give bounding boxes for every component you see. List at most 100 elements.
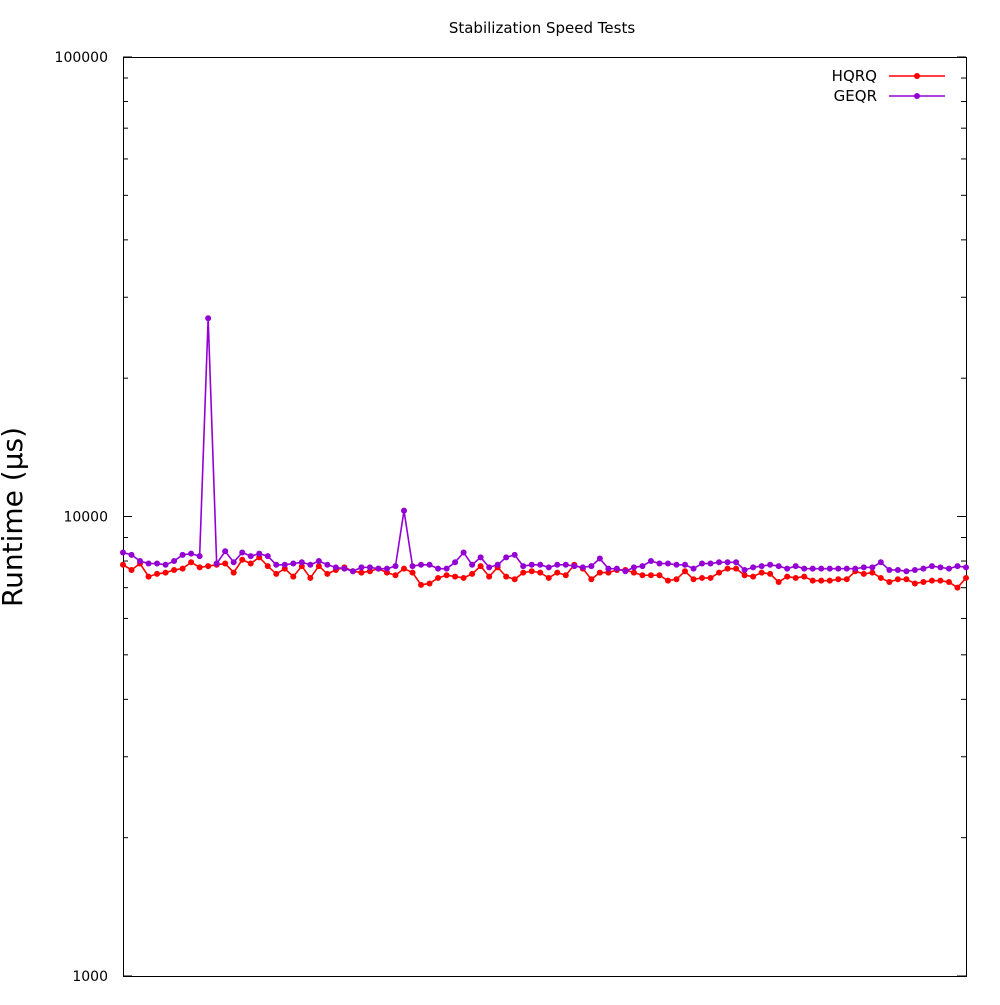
data-point-geqr xyxy=(707,560,714,567)
data-point-hqrq xyxy=(716,569,723,576)
data-point-hqrq xyxy=(264,563,271,570)
data-point-hqrq xyxy=(928,577,935,584)
data-point-geqr xyxy=(324,561,331,568)
data-point-geqr xyxy=(579,564,586,571)
data-point-geqr xyxy=(290,560,297,567)
data-point-geqr xyxy=(920,565,927,572)
data-point-hqrq xyxy=(128,566,135,573)
data-point-hqrq xyxy=(307,574,314,581)
data-point-hqrq xyxy=(511,576,518,583)
data-point-geqr xyxy=(903,568,910,575)
data-point-hqrq xyxy=(911,580,918,587)
chart-title: Stabilization Speed Tests xyxy=(449,19,636,37)
data-point-geqr xyxy=(571,563,578,570)
data-point-geqr xyxy=(443,565,450,572)
data-point-geqr xyxy=(247,553,254,560)
data-point-hqrq xyxy=(690,576,697,583)
data-point-hqrq xyxy=(460,574,467,581)
data-point-hqrq xyxy=(699,574,706,581)
data-point-geqr xyxy=(366,564,373,571)
data-point-geqr xyxy=(562,561,569,568)
data-point-hqrq xyxy=(630,569,637,576)
data-point-hqrq xyxy=(775,579,782,586)
data-point-geqr xyxy=(426,561,433,568)
data-point-hqrq xyxy=(537,569,544,576)
data-point-geqr xyxy=(869,564,876,571)
legend: HQRQ GEQR xyxy=(832,67,945,105)
data-point-geqr xyxy=(664,560,671,567)
data-point-geqr xyxy=(383,565,390,572)
data-point-hqrq xyxy=(452,573,459,580)
series-hqrq xyxy=(120,554,969,591)
data-point-hqrq xyxy=(290,573,297,580)
data-point-geqr xyxy=(673,561,680,568)
data-point-hqrq xyxy=(179,565,186,572)
data-point-hqrq xyxy=(818,577,825,584)
data-point-geqr xyxy=(358,564,365,571)
data-point-hqrq xyxy=(358,569,365,576)
data-point-geqr xyxy=(137,558,144,565)
data-point-geqr xyxy=(315,558,322,565)
series-geqr xyxy=(120,315,969,575)
data-point-hqrq xyxy=(239,556,246,563)
y-axis-label: Runtime (µs) xyxy=(0,427,29,607)
data-point-hqrq xyxy=(409,569,416,576)
data-point-geqr xyxy=(792,563,799,570)
data-point-geqr xyxy=(699,560,706,567)
data-point-geqr xyxy=(503,554,510,561)
data-point-geqr xyxy=(945,565,952,572)
data-point-geqr xyxy=(911,566,918,573)
data-point-geqr xyxy=(852,565,859,572)
data-point-geqr xyxy=(307,561,314,568)
data-point-hqrq xyxy=(562,572,569,579)
data-point-geqr xyxy=(750,564,757,571)
data-point-geqr xyxy=(145,560,152,567)
data-point-geqr xyxy=(298,559,305,566)
data-point-hqrq xyxy=(784,573,791,580)
legend-marker-geqr xyxy=(914,93,920,99)
data-point-geqr xyxy=(537,561,544,568)
data-point-geqr xyxy=(767,561,774,568)
data-point-geqr xyxy=(486,564,493,571)
data-point-geqr xyxy=(162,561,169,568)
data-point-geqr xyxy=(273,561,280,568)
data-point-hqrq xyxy=(324,570,331,577)
data-point-geqr xyxy=(349,568,356,575)
data-point-geqr xyxy=(452,559,459,566)
series-layer xyxy=(120,315,969,591)
data-point-geqr xyxy=(435,565,442,572)
data-point-geqr xyxy=(205,315,212,322)
data-point-geqr xyxy=(690,565,697,572)
data-point-geqr xyxy=(605,565,612,572)
data-point-geqr xyxy=(392,563,399,570)
data-point-hqrq xyxy=(401,565,407,572)
data-point-geqr xyxy=(196,553,203,560)
data-point-hqrq xyxy=(520,569,527,576)
data-point-hqrq xyxy=(171,566,178,573)
data-point-geqr xyxy=(171,558,178,565)
data-point-geqr xyxy=(230,559,237,566)
data-point-hqrq xyxy=(205,563,212,570)
data-point-hqrq xyxy=(647,572,654,579)
data-point-geqr xyxy=(613,565,620,572)
data-point-hqrq xyxy=(486,573,493,580)
data-point-geqr xyxy=(332,564,339,571)
data-point-hqrq xyxy=(247,560,254,567)
data-point-geqr xyxy=(928,563,935,570)
data-point-hqrq xyxy=(145,573,152,580)
data-point-hqrq xyxy=(273,570,280,577)
data-point-hqrq xyxy=(963,574,969,581)
data-point-geqr xyxy=(775,563,782,570)
data-point-hqrq xyxy=(937,577,944,584)
data-point-geqr xyxy=(520,563,527,570)
data-point-geqr xyxy=(188,550,195,557)
plot-frame xyxy=(123,57,967,977)
data-point-geqr xyxy=(596,555,603,562)
data-point-geqr xyxy=(494,561,501,568)
data-point-geqr xyxy=(154,560,161,567)
data-point-geqr xyxy=(554,561,561,568)
data-point-hqrq xyxy=(120,561,126,568)
data-point-hqrq xyxy=(469,570,476,577)
data-point-geqr xyxy=(647,558,654,565)
data-point-hqrq xyxy=(945,579,952,586)
